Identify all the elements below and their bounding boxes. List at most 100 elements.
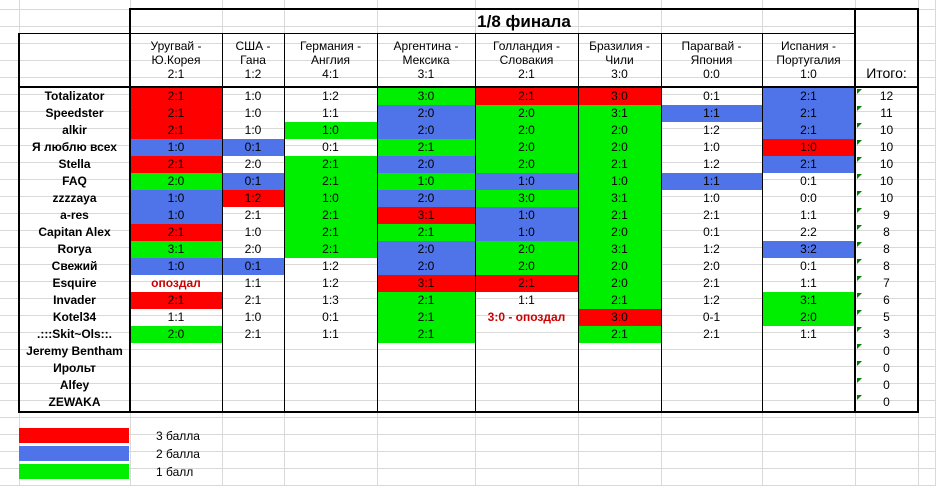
participant-name[interactable]: Я люблю всех (32, 140, 117, 154)
participant-name[interactable]: FAQ (62, 174, 87, 188)
prediction-cell[interactable]: 2:0 (518, 140, 535, 154)
prediction-cell[interactable]: 1:1 (800, 327, 817, 341)
prediction-cell[interactable]: 0:1 (244, 174, 262, 188)
prediction-cell[interactable]: 1:0 (244, 106, 262, 120)
prediction-cell[interactable]: 3:2 (800, 242, 817, 256)
prediction-cell[interactable]: 3:0 (611, 89, 628, 103)
prediction-cell[interactable]: 2:1 (611, 208, 628, 222)
prediction-cell[interactable]: 2:0 (611, 140, 628, 154)
prediction-cell[interactable]: 2:1 (417, 293, 435, 307)
prediction-cell[interactable]: 1:1 (703, 106, 720, 120)
prediction-cell[interactable]: 1:1 (518, 293, 535, 307)
prediction-cell[interactable]: 1:0 (417, 174, 435, 188)
prediction-cell[interactable]: 2:1 (322, 174, 339, 188)
participant-name[interactable]: Jeremy Bentham (26, 344, 123, 358)
total-points[interactable]: 8 (883, 242, 890, 256)
prediction-cell[interactable]: 2:1 (167, 293, 185, 307)
prediction-cell[interactable]: 3:0 (518, 191, 535, 205)
prediction-cell[interactable]: 2:1 (800, 157, 817, 171)
prediction-cell[interactable]: 2:0 (611, 276, 628, 290)
total-points[interactable]: 10 (879, 140, 894, 154)
prediction-cell[interactable]: 2:1 (167, 106, 185, 120)
prediction-cell[interactable]: 1:1 (800, 208, 817, 222)
prediction-cell[interactable]: 2:0 (244, 157, 262, 171)
prediction-cell[interactable]: 1:0 (167, 259, 185, 273)
prediction-cell[interactable]: 2:1 (518, 276, 535, 290)
prediction-cell[interactable]: 2:1 (417, 225, 435, 239)
total-points[interactable]: 0 (883, 378, 890, 392)
participant-name[interactable]: Invader (53, 293, 96, 307)
prediction-cell[interactable]: 3:1 (611, 106, 628, 120)
total-points[interactable]: 10 (879, 157, 894, 171)
prediction-cell[interactable]: 1:2 (244, 191, 262, 205)
total-points[interactable]: 0 (883, 361, 890, 375)
prediction-cell[interactable]: 2:1 (800, 89, 817, 103)
prediction-cell[interactable]: 2:0 (417, 242, 435, 256)
prediction-cell[interactable]: 1:2 (703, 157, 720, 171)
total-points[interactable]: 0 (883, 395, 890, 409)
prediction-cell[interactable]: 2:0 (417, 191, 435, 205)
total-points[interactable]: 8 (883, 225, 890, 239)
prediction-cell[interactable]: 1:1 (800, 276, 817, 290)
prediction-cell[interactable]: 2:1 (244, 293, 262, 307)
participant-name[interactable]: Alfey (59, 378, 90, 392)
prediction-cell[interactable]: 0:1 (800, 259, 817, 273)
prediction-cell[interactable]: 1:0 (167, 191, 185, 205)
prediction-cell[interactable]: 1:0 (611, 174, 628, 188)
prediction-cell[interactable]: 2:1 (244, 327, 262, 341)
total-points[interactable]: 6 (883, 293, 890, 307)
total-points[interactable]: 11 (880, 106, 893, 120)
prediction-cell[interactable]: 1:0 (322, 123, 339, 137)
prediction-cell[interactable]: 1:3 (322, 293, 339, 307)
prediction-cell[interactable]: 1:1 (322, 327, 339, 341)
total-points[interactable]: 10 (879, 191, 894, 205)
total-points[interactable]: 5 (883, 310, 890, 324)
prediction-cell[interactable]: 2:0 (518, 123, 535, 137)
prediction-cell[interactable]: 2:0 (417, 259, 435, 273)
participant-name[interactable]: Ирольт (53, 361, 96, 375)
prediction-cell[interactable]: 2:0 (518, 259, 535, 273)
prediction-cell[interactable]: 0:1 (703, 225, 720, 239)
prediction-cell[interactable]: 3:1 (417, 276, 435, 290)
prediction-cell[interactable]: 1:0 (244, 310, 262, 324)
prediction-cell[interactable]: 2:0 (417, 157, 435, 171)
prediction-cell[interactable]: 1:0 (244, 123, 262, 137)
prediction-cell[interactable]: 1:0 (518, 174, 535, 188)
prediction-cell[interactable]: 2:0 (167, 174, 185, 188)
prediction-cell[interactable]: 1:1 (703, 174, 720, 188)
prediction-cell[interactable]: 1:0 (800, 140, 817, 154)
prediction-cell[interactable]: 3:1 (167, 242, 185, 256)
prediction-cell[interactable]: 2:1 (611, 293, 628, 307)
participant-name[interactable]: Totalizator (44, 89, 105, 103)
participant-name[interactable]: ZEWAKA (48, 395, 101, 409)
prediction-cell[interactable]: 1:2 (322, 276, 339, 290)
total-points[interactable]: 0 (883, 344, 890, 358)
prediction-cell[interactable]: 2:0 (800, 310, 817, 324)
prediction-cell[interactable]: 2:1 (518, 89, 535, 103)
prediction-cell[interactable]: 2:1 (167, 89, 185, 103)
prediction-cell[interactable]: 2:0 (518, 106, 535, 120)
total-points[interactable]: 8 (883, 259, 890, 273)
prediction-cell[interactable]: 1:0 (167, 140, 185, 154)
prediction-cell[interactable]: 2:1 (167, 157, 185, 171)
prediction-cell[interactable]: 1:2 (703, 293, 720, 307)
prediction-cell[interactable]: 2:1 (167, 225, 185, 239)
prediction-cell[interactable]: 2:1 (322, 225, 339, 239)
prediction-cell[interactable]: 0:1 (703, 89, 720, 103)
prediction-cell[interactable]: 3:0 (417, 89, 435, 103)
prediction-cell[interactable]: 1:1 (167, 310, 185, 324)
prediction-cell[interactable]: 2:1 (322, 157, 339, 171)
participant-name[interactable]: Speedster (45, 106, 104, 120)
prediction-cell[interactable]: 3:1 (417, 208, 435, 222)
prediction-cell[interactable]: 2:0 (611, 123, 628, 137)
prediction-cell[interactable]: 1:2 (703, 123, 720, 137)
prediction-cell[interactable]: 2:1 (322, 242, 339, 256)
prediction-cell[interactable]: 2:1 (167, 123, 185, 137)
total-points[interactable]: 10 (879, 174, 894, 188)
participant-name[interactable]: Kotel34 (52, 310, 97, 324)
participant-name[interactable]: .:::Skit~Ols::. (36, 327, 112, 341)
prediction-cell[interactable]: 1:1 (322, 106, 339, 120)
prediction-cell[interactable]: 2:0 (518, 157, 535, 171)
participant-name[interactable]: Rorya (57, 242, 92, 256)
prediction-cell[interactable]: 1:0 (518, 208, 535, 222)
